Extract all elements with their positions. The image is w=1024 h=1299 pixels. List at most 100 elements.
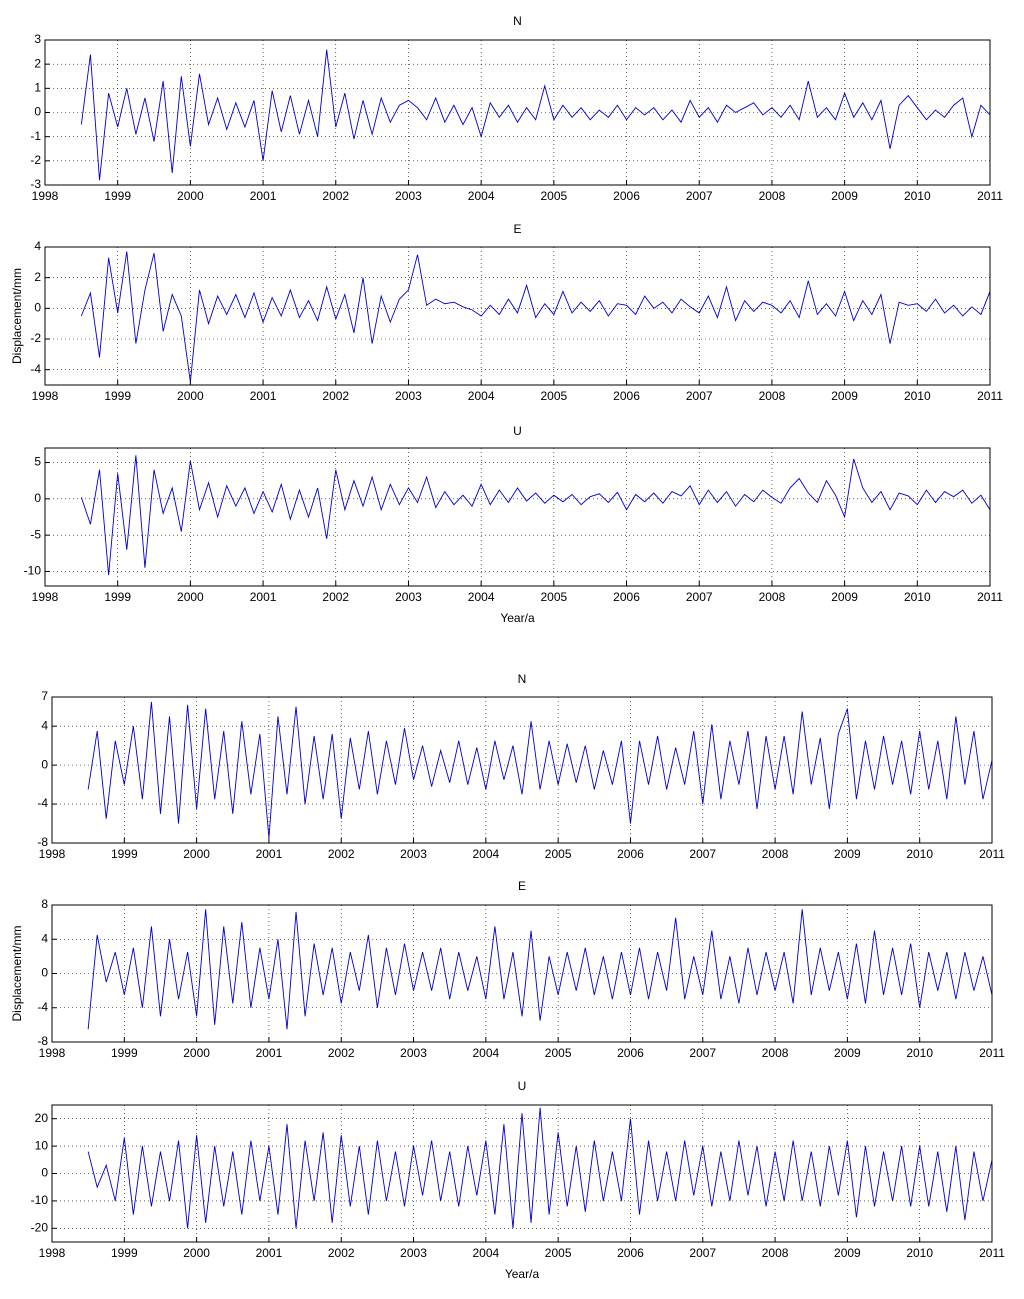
x-tick-label: 2002: [322, 189, 349, 203]
x-tick-label: 2011: [977, 590, 1003, 604]
subplot: 1998 1999 2000 2001 2002 2003 2004 2005 2006 2007…: [37, 672, 1005, 861]
x-tick-label: 2001: [256, 1046, 283, 1060]
y-tick-label: 7: [41, 689, 48, 703]
y-tick-label: 0: [41, 757, 48, 771]
x-tick-label: 2008: [759, 590, 786, 604]
x-tick-label: 2001: [250, 590, 277, 604]
x-tick-label: 2005: [540, 590, 567, 604]
x-tick-label: 2006: [617, 1246, 644, 1260]
x-tick-label: 1998: [39, 1046, 66, 1060]
y-tick-label: -2: [30, 331, 41, 345]
x-tick-label: 2003: [395, 389, 422, 403]
y-tick-label: -20: [31, 1220, 49, 1234]
y-tick-label: 4: [41, 931, 48, 945]
x-tick-label: 2000: [183, 1246, 210, 1260]
x-tick-label: 2005: [540, 189, 567, 203]
x-tick-label: 2010: [904, 590, 931, 604]
x-tick-label: 2007: [689, 1246, 716, 1260]
x-tick-label: 2000: [177, 389, 204, 403]
data-line: [87, 909, 992, 1030]
x-tick-label: 2008: [759, 189, 786, 203]
data-line: [87, 701, 992, 839]
x-tick-label: 2001: [250, 189, 277, 203]
subplot: 1998 1999 2000 2001 2002 2003 2004 2005 2006 2007…: [31, 1079, 1006, 1281]
x-tick-label: 2006: [617, 1046, 644, 1060]
x-tick-label: 2000: [183, 1046, 210, 1060]
x-tick-label: 2006: [613, 590, 640, 604]
x-tick-label: 2007: [689, 1046, 716, 1060]
x-tick-label: 2009: [834, 1046, 861, 1060]
x-tick-label: 2009: [831, 389, 858, 403]
plot-background: [45, 448, 990, 586]
y-tick-label: -8: [37, 835, 48, 849]
y-tick-label: 0: [34, 105, 41, 119]
x-tick-label: 2004: [468, 389, 495, 403]
y-tick-label: -8: [37, 1034, 48, 1048]
x-tick-label: 2002: [322, 389, 349, 403]
x-tick-label: 2004: [468, 189, 495, 203]
x-tick-label: 2008: [762, 1046, 789, 1060]
x-tick-label: 2008: [762, 847, 789, 861]
x-tick-label: 1999: [104, 189, 131, 203]
x-tick-label: 2004: [472, 847, 499, 861]
x-tick-label: 2002: [322, 590, 349, 604]
x-tick-label: 2000: [183, 847, 210, 861]
plot-area: [87, 1107, 992, 1229]
x-tick-label: 2004: [472, 1246, 499, 1260]
x-tick-label: 1999: [104, 389, 131, 403]
y-tick-label: -4: [37, 1000, 48, 1014]
x-tick-label: 2010: [904, 389, 931, 403]
y-tick-label: 0: [41, 1166, 48, 1180]
x-tick-label: 2003: [400, 1046, 427, 1060]
x-tick-label: 2003: [395, 189, 422, 203]
plot-area: [87, 701, 992, 839]
x-tick-label: 2009: [834, 1246, 861, 1260]
subplot: 1998 1999 2000 2001 2002 2003 2004 2005 2006 2007…: [10, 222, 1003, 403]
x-tick-label: 2009: [834, 847, 861, 861]
subplot: 1998 1999 2000 2001 2002 2003 2004 2005 2006 2007…: [30, 14, 1003, 203]
subplot-title: U: [513, 424, 522, 438]
x-tick-label: 2010: [904, 189, 931, 203]
data-line: [80, 49, 990, 181]
plot-background: [45, 247, 990, 385]
x-axis-label: Year/a: [505, 1267, 540, 1281]
x-tick-label: 2010: [906, 847, 933, 861]
x-tick-label: 1999: [111, 1246, 138, 1260]
axes-frame: [44, 246, 991, 386]
plot-area: [80, 49, 990, 181]
x-tick-label: 2011: [979, 1046, 1005, 1060]
x-tick-label: 2000: [177, 590, 204, 604]
x-tick-label: 2006: [617, 847, 644, 861]
x-tick-label: 2011: [977, 189, 1003, 203]
y-tick-label: -10: [24, 564, 42, 578]
x-tick-label: 2006: [613, 389, 640, 403]
data-line: [80, 251, 990, 382]
x-tick-label: 2007: [689, 847, 716, 861]
y-tick-label: 0: [34, 491, 41, 505]
x-tick-label: 2007: [686, 389, 713, 403]
y-tick-label: -4: [37, 796, 48, 810]
x-tick-label: 2005: [540, 389, 567, 403]
x-tick-label: 2008: [762, 1246, 789, 1260]
plot-area: [87, 909, 992, 1030]
y-tick-label: 2: [34, 270, 41, 284]
x-tick-label: 2004: [468, 590, 495, 604]
x-tick-label: 2007: [686, 189, 713, 203]
subplot: 1998 1999 2000 2001 2002 2003 2004 2005 2006 2007…: [24, 424, 1004, 625]
x-tick-label: 2005: [545, 1046, 572, 1060]
y-axis-label: Displacement/mm: [10, 925, 24, 1021]
x-tick-label: 1998: [39, 847, 66, 861]
x-tick-label: 2009: [831, 189, 858, 203]
x-tick-label: 2000: [177, 189, 204, 203]
x-tick-label: 2001: [250, 389, 277, 403]
y-tick-label: 2: [34, 56, 41, 70]
x-tick-label: 1999: [104, 590, 131, 604]
x-tick-label: 2011: [979, 847, 1005, 861]
y-tick-label: 4: [34, 239, 41, 253]
y-tick-label: 0: [41, 966, 48, 980]
y-tick-label: -1: [30, 129, 41, 143]
y-tick-label: 10: [35, 1138, 49, 1152]
x-tick-label: 2002: [328, 1046, 355, 1060]
x-tick-label: 2010: [906, 1046, 933, 1060]
x-tick-label: 2005: [545, 847, 572, 861]
